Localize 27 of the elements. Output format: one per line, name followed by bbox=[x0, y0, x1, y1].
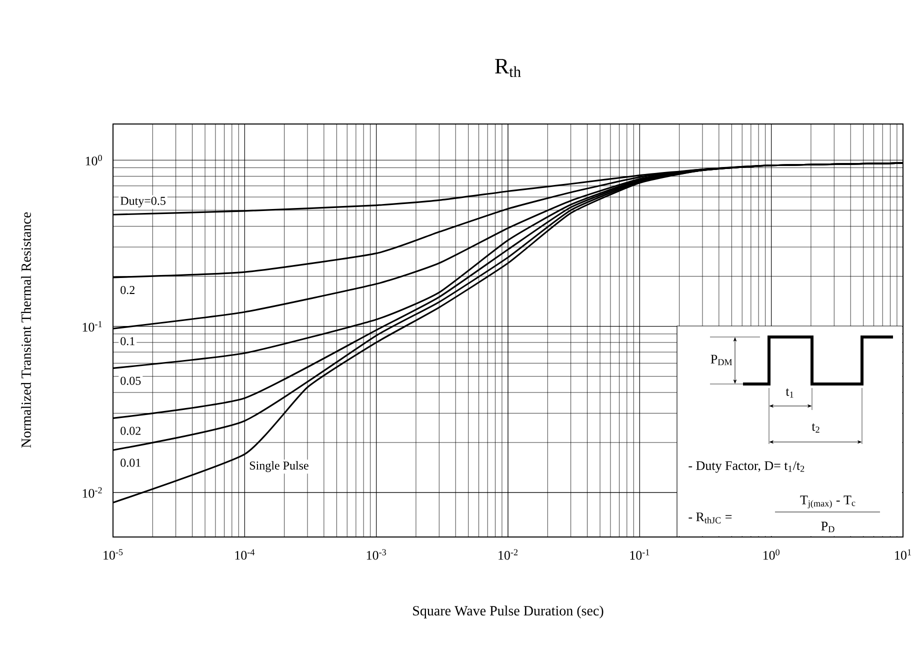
annotation: t$_{2}$ bbox=[812, 423, 820, 433]
x-tick-label: 10$^{-5}$ bbox=[104, 549, 123, 560]
x-tick-label: 10$^{-4}$ bbox=[235, 549, 255, 560]
annotation: t$_{1}$ bbox=[786, 388, 794, 398]
y-axis-title: Normalized Transient Thermal Resistance bbox=[21, 212, 31, 448]
series-label: 0.02 bbox=[120, 426, 140, 435]
series-label: 0.05 bbox=[120, 376, 141, 385]
x-tick-label: 10$^{-1}$ bbox=[630, 549, 650, 560]
annotation: T$_{j(max)}$ - T$_{c}$ bbox=[800, 496, 856, 508]
series-label: 0.2 bbox=[120, 286, 134, 294]
series-label: Duty=0.5 bbox=[120, 196, 166, 208]
x-tick-label: 10$^{0}$ bbox=[763, 549, 780, 560]
annotation: - Duty Factor, D= t$_{1}$/t$_{2}$ bbox=[688, 461, 804, 473]
x-axis-title: Square Wave Pulse Duration (sec) bbox=[413, 606, 604, 618]
y-tick-label: 10$^{-2}$ bbox=[82, 487, 102, 498]
x-tick-label: 10$^{1}$ bbox=[895, 549, 911, 560]
x-tick-label: 10$^{-2}$ bbox=[498, 549, 518, 560]
series-label: 0.1 bbox=[120, 337, 134, 346]
y-tick-label: 10$^{0}$ bbox=[86, 154, 102, 166]
series-label: 0.01 bbox=[120, 458, 140, 467]
annotation: P$_{DM}$ bbox=[710, 354, 732, 366]
x-tick-label: 10$^{-3}$ bbox=[366, 549, 386, 560]
annotation: - R$_{thJC}$ = bbox=[688, 512, 732, 524]
series-label: Single Pulse bbox=[250, 461, 308, 472]
annotation: P$_{D}$ bbox=[821, 522, 834, 532]
chart-title: R$_{th}$ bbox=[495, 58, 521, 78]
y-tick-label: 10$^{-1}$ bbox=[82, 321, 102, 332]
